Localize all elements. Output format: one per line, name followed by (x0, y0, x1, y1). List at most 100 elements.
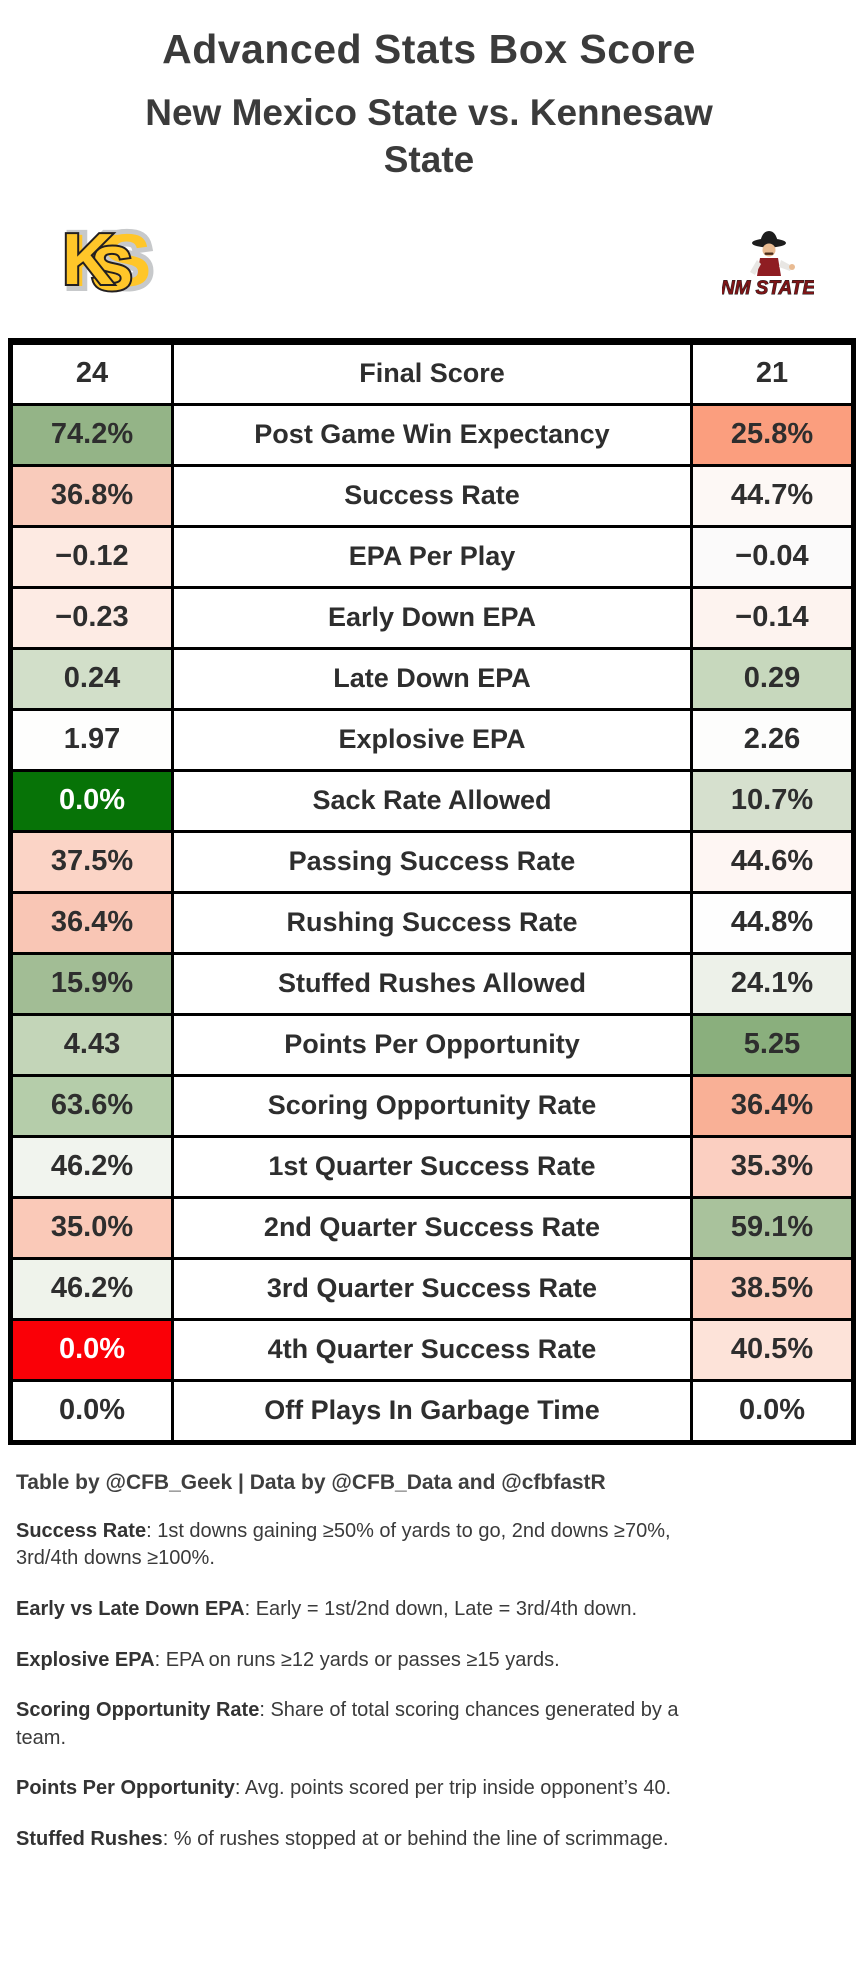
table-row: 35.0% 2nd Quarter Success Rate 59.1% (9, 1195, 855, 1260)
table-row: −0.23 Early Down EPA −0.14 (9, 585, 855, 650)
stat-name-cell: EPA Per Play (171, 524, 693, 589)
svg-text:S: S (91, 235, 132, 302)
stat-name-cell: 1st Quarter Success Rate (171, 1134, 693, 1199)
stats-table: 24 Final Score 21 74.2% Post Game Win Expect… (8, 337, 856, 1445)
svg-text:NM STATE: NM STATE (722, 278, 814, 299)
footnote: Points Per Opportunity: Avg. points scor… (16, 1775, 722, 1803)
left-value-cell: 36.4% (9, 890, 174, 955)
right-value-cell: 24.1% (690, 951, 855, 1016)
stat-name-cell: Success Rate (171, 463, 693, 528)
stat-name-cell: Off Plays In Garbage Time (171, 1378, 693, 1444)
left-value-cell: 74.2% (9, 402, 174, 467)
stat-name-cell: 4th Quarter Success Rate (171, 1317, 693, 1382)
footnotes: Success Rate: 1st downs gaining ≥50% of … (16, 1518, 722, 1854)
left-value-cell: −0.23 (9, 585, 174, 650)
footnote-term: Success Rate (16, 1519, 147, 1542)
right-value-cell: 44.6% (690, 829, 855, 894)
stat-name-cell: Early Down EPA (171, 585, 693, 650)
stats-table-body: 24 Final Score 21 74.2% Post Game Win Expect… (9, 339, 855, 1444)
footnote: Early vs Late Down EPA: Early = 1st/2nd … (16, 1596, 722, 1624)
right-value-cell: −0.04 (690, 524, 855, 589)
table-row: 24 Final Score 21 (9, 339, 855, 406)
right-value-cell: 0.0% (690, 1378, 855, 1444)
footnote-term: Points Per Opportunity (16, 1777, 235, 1800)
right-value-cell: 2.26 (690, 707, 855, 772)
right-value-cell: 35.3% (690, 1134, 855, 1199)
footnote-text: : Share of total scoring chances generat… (16, 1699, 679, 1749)
right-value-cell: 40.5% (690, 1317, 855, 1382)
stat-name-cell: Explosive EPA (171, 707, 693, 772)
footnote: Stuffed Rushes: % of rushes stopped at o… (16, 1826, 722, 1854)
left-value-cell: 4.43 (9, 1012, 174, 1077)
left-value-cell: 63.6% (9, 1073, 174, 1138)
footnote: Success Rate: 1st downs gaining ≥50% of … (16, 1518, 722, 1573)
footnote-text: : 1st downs gaining ≥50% of yards to go,… (16, 1519, 671, 1570)
footnote-text: : Avg. points scored per trip inside opp… (234, 1777, 672, 1800)
left-value-cell: 0.0% (9, 1378, 174, 1444)
left-value-cell: 46.2% (9, 1256, 174, 1321)
footnote-text: : % of rushes stopped at or behind the l… (162, 1827, 669, 1850)
table-row: 15.9% Stuffed Rushes Allowed 24.1% (9, 951, 855, 1016)
stat-name-cell: Late Down EPA (171, 646, 693, 711)
table-row: 0.0% Sack Rate Allowed 10.7% (9, 768, 855, 833)
stat-name-cell: 3rd Quarter Success Rate (171, 1256, 693, 1321)
right-value-cell: 10.7% (690, 768, 855, 833)
table-row: 1.97 Explosive EPA 2.26 (9, 707, 855, 772)
table-row: 46.2% 1st Quarter Success Rate 35.3% (9, 1134, 855, 1199)
footnote-term: Scoring Opportunity Rate (16, 1699, 260, 1722)
footnote-text: : Early = 1st/2nd down, Late = 3rd/4th d… (244, 1597, 638, 1620)
table-row: 0.0% 4th Quarter Success Rate 40.5% (9, 1317, 855, 1382)
left-value-cell: 0.24 (9, 646, 174, 711)
stat-name-cell: Stuffed Rushes Allowed (171, 951, 693, 1016)
left-value-cell: 1.97 (9, 707, 174, 772)
left-value-cell: 15.9% (9, 951, 174, 1016)
footnote-text: : EPA on runs ≥12 yards or passes ≥15 ya… (154, 1648, 560, 1671)
right-value-cell: 21 (690, 339, 855, 406)
left-value-cell: 46.2% (9, 1134, 174, 1199)
stat-name-cell: Final Score (171, 339, 693, 406)
right-value-cell: 38.5% (690, 1256, 855, 1321)
page-subtitle: New Mexico State vs. Kennesaw State (145, 92, 713, 181)
right-value-cell: −0.14 (690, 585, 855, 650)
footnote: Explosive EPA: EPA on runs ≥12 yards or … (16, 1647, 722, 1675)
team-logos-row: KS S K NM STATE (0, 210, 858, 302)
footnote-term: Early vs Late Down EPA (16, 1597, 245, 1620)
left-value-cell: 0.0% (9, 1317, 174, 1382)
footnote-term: Explosive EPA (16, 1648, 155, 1671)
left-value-cell: 24 (9, 339, 174, 406)
left-value-cell: 0.0% (9, 768, 174, 833)
stat-name-cell: 2nd Quarter Success Rate (171, 1195, 693, 1260)
table-row: 0.24 Late Down EPA 0.29 (9, 646, 855, 711)
table-row: 36.8% Success Rate 44.7% (9, 463, 855, 528)
stat-name-cell: Points Per Opportunity (171, 1012, 693, 1077)
stat-name-cell: Post Game Win Expectancy (171, 402, 693, 467)
table-row: 63.6% Scoring Opportunity Rate 36.4% (9, 1073, 855, 1138)
right-value-cell: 25.8% (690, 402, 855, 467)
left-value-cell: 35.0% (9, 1195, 174, 1260)
stat-name-cell: Passing Success Rate (171, 829, 693, 894)
stat-name-cell: Rushing Success Rate (171, 890, 693, 955)
table-row: 37.5% Passing Success Rate 44.6% (9, 829, 855, 894)
right-value-cell: 36.4% (690, 1073, 855, 1138)
table-row: 46.2% 3rd Quarter Success Rate 38.5% (9, 1256, 855, 1321)
stat-name-cell: Scoring Opportunity Rate (171, 1073, 693, 1138)
table-row: 4.43 Points Per Opportunity 5.25 (9, 1012, 855, 1077)
footnote-term: Stuffed Rushes (16, 1827, 163, 1850)
stat-name-cell: Sack Rate Allowed (171, 768, 693, 833)
right-value-cell: 59.1% (690, 1195, 855, 1260)
svg-text:K: K (62, 220, 114, 300)
table-row: 0.0% Off Plays In Garbage Time 0.0% (9, 1378, 855, 1444)
right-value-cell: 44.8% (690, 890, 855, 955)
page-title: Advanced Stats Box Score (162, 26, 696, 72)
left-value-cell: 37.5% (9, 829, 174, 894)
table-row: 36.4% Rushing Success Rate 44.8% (9, 890, 855, 955)
table-row: −0.12 EPA Per Play −0.04 (9, 524, 855, 589)
right-value-cell: 44.7% (690, 463, 855, 528)
left-value-cell: −0.12 (9, 524, 174, 589)
kennesaw-state-logo: KS S K (60, 214, 160, 302)
credits-line: Table by @CFB_Geek | Data by @CFB_Data a… (16, 1470, 606, 1494)
left-value-cell: 36.8% (9, 463, 174, 528)
right-value-cell: 5.25 (690, 1012, 855, 1077)
footnote: Scoring Opportunity Rate: Share of total… (16, 1697, 722, 1752)
nm-state-logo: NM STATE (722, 230, 814, 299)
